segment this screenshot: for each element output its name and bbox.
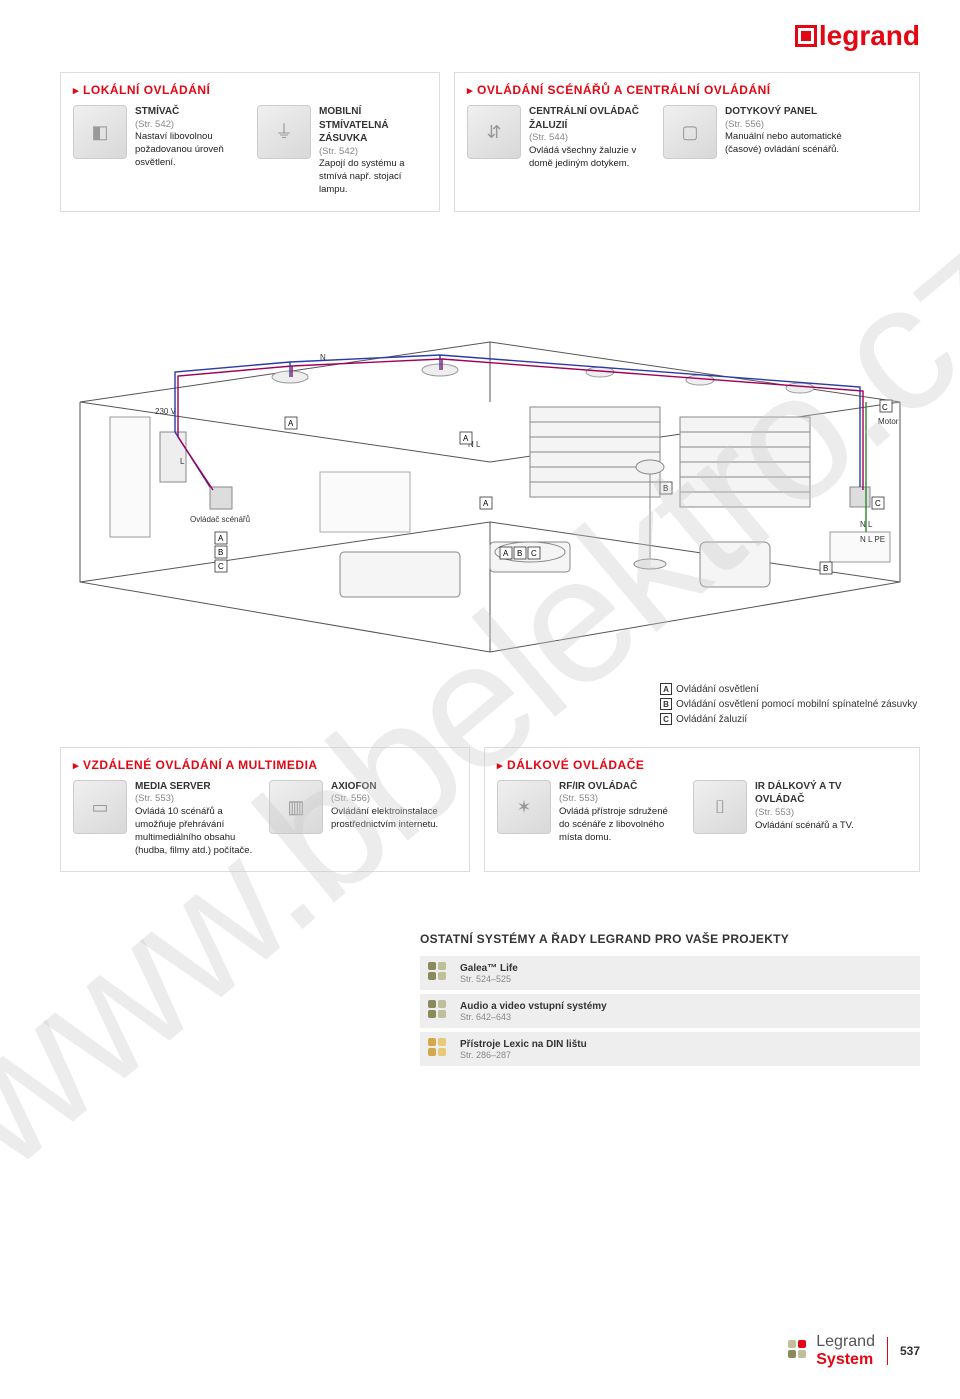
svg-text:C: C bbox=[531, 549, 537, 558]
product-image: ◧ bbox=[73, 105, 127, 159]
product-image: ✶ bbox=[497, 780, 551, 834]
svg-text:B: B bbox=[663, 484, 668, 493]
diagram-legend: AOvládání osvětlení BOvládání osvětlení … bbox=[660, 682, 920, 727]
panel-title-central: OVLÁDÁNÍ SCÉNÁŘŮ A CENTRÁLNÍ OVLÁDÁNÍ bbox=[467, 83, 907, 97]
svg-text:L: L bbox=[180, 457, 185, 466]
svg-text:A: A bbox=[503, 549, 509, 558]
svg-text:N: N bbox=[320, 353, 326, 362]
svg-text:A: A bbox=[483, 499, 489, 508]
scenario-label: Ovládač scénářů bbox=[190, 515, 250, 524]
footer: Legrand System 537 bbox=[788, 1333, 920, 1369]
voltage-label: 230 V bbox=[155, 407, 177, 416]
panel-local: LOKÁLNÍ OVLÁDÁNÍ ◧ STMÍVAČ (Str. 542) Na… bbox=[60, 72, 440, 212]
product-image: ⌷ bbox=[693, 780, 747, 834]
svg-text:N L: N L bbox=[860, 520, 873, 529]
system-row: Audio a video vstupní systémyStr. 642–64… bbox=[420, 994, 920, 1028]
panel-title-dalkove: DÁLKOVÉ OVLÁDAČE bbox=[497, 758, 907, 772]
svg-text:C: C bbox=[875, 499, 881, 508]
room-diagram: 230 V Ovládač scénářů N bbox=[60, 242, 920, 672]
other-systems: OSTATNÍ SYSTÉMY A ŘADY LEGRAND PRO VAŠE … bbox=[420, 932, 920, 1066]
svg-text:C: C bbox=[882, 403, 888, 412]
svg-text:B: B bbox=[218, 548, 223, 557]
system-row: Přístroje Lexic na DIN lištuStr. 286–287 bbox=[420, 1032, 920, 1066]
product-image: ⇵ bbox=[467, 105, 521, 159]
item-ir-tv: ⌷ IR DÁLKOVÝ A TV OVLÁDAČ (Str. 553) Ovl… bbox=[693, 780, 875, 845]
product-image: ▥ bbox=[269, 780, 323, 834]
panel-dalkove: DÁLKOVÉ OVLÁDAČE ✶ RF/IR OVLÁDAČ (Str. 5… bbox=[484, 747, 920, 873]
svg-text:Motor: Motor bbox=[878, 417, 899, 426]
panel-title-local: LOKÁLNÍ OVLÁDÁNÍ bbox=[73, 83, 427, 97]
item-dotykovy-panel: ▢ DOTYKOVÝ PANEL (Str. 556) Manuální neb… bbox=[663, 105, 845, 170]
panel-title-remote: VZDÁLENÉ OVLÁDÁNÍ A MULTIMEDIA bbox=[73, 758, 457, 772]
item-axiofon: ▥ AXIOFON (Str. 556) Ovládání elektroins… bbox=[269, 780, 451, 858]
product-image: ▢ bbox=[663, 105, 717, 159]
svg-text:A: A bbox=[288, 419, 294, 428]
svg-text:C: C bbox=[218, 562, 224, 571]
footer-logo: Legrand System bbox=[788, 1333, 875, 1369]
svg-text:N L PE: N L PE bbox=[860, 535, 885, 544]
svg-text:A: A bbox=[463, 434, 469, 443]
product-image: ⏚ bbox=[257, 105, 311, 159]
panel-central: OVLÁDÁNÍ SCÉNÁŘŮ A CENTRÁLNÍ OVLÁDÁNÍ ⇵ … bbox=[454, 72, 920, 212]
item-rfir: ✶ RF/IR OVLÁDAČ (Str. 553) Ovládá přístr… bbox=[497, 780, 679, 845]
svg-text:B: B bbox=[517, 549, 522, 558]
item-mobilni-zasuvka: ⏚ MOBILNÍ STMÍVATELNÁ ZÁSUVKA (Str. 542)… bbox=[257, 105, 427, 197]
item-ovladac-zaluzii: ⇵ CENTRÁLNÍ OVLÁDAČ ŽALUZIÍ (Str. 544) O… bbox=[467, 105, 649, 170]
header-logo: legrand bbox=[60, 20, 920, 52]
system-row: Galea™ LifeStr. 524–525 bbox=[420, 956, 920, 990]
item-stmivac: ◧ STMÍVAČ (Str. 542) Nastaví libovolnou … bbox=[73, 105, 243, 197]
item-media-server: ▭ MEDIA SERVER (Str. 553) Ovládá 10 scén… bbox=[73, 780, 255, 858]
product-image: ▭ bbox=[73, 780, 127, 834]
panel-remote: VZDÁLENÉ OVLÁDÁNÍ A MULTIMEDIA ▭ MEDIA S… bbox=[60, 747, 470, 873]
svg-text:A: A bbox=[218, 534, 224, 543]
svg-text:B: B bbox=[823, 564, 828, 573]
page-number: 537 bbox=[900, 1344, 920, 1358]
